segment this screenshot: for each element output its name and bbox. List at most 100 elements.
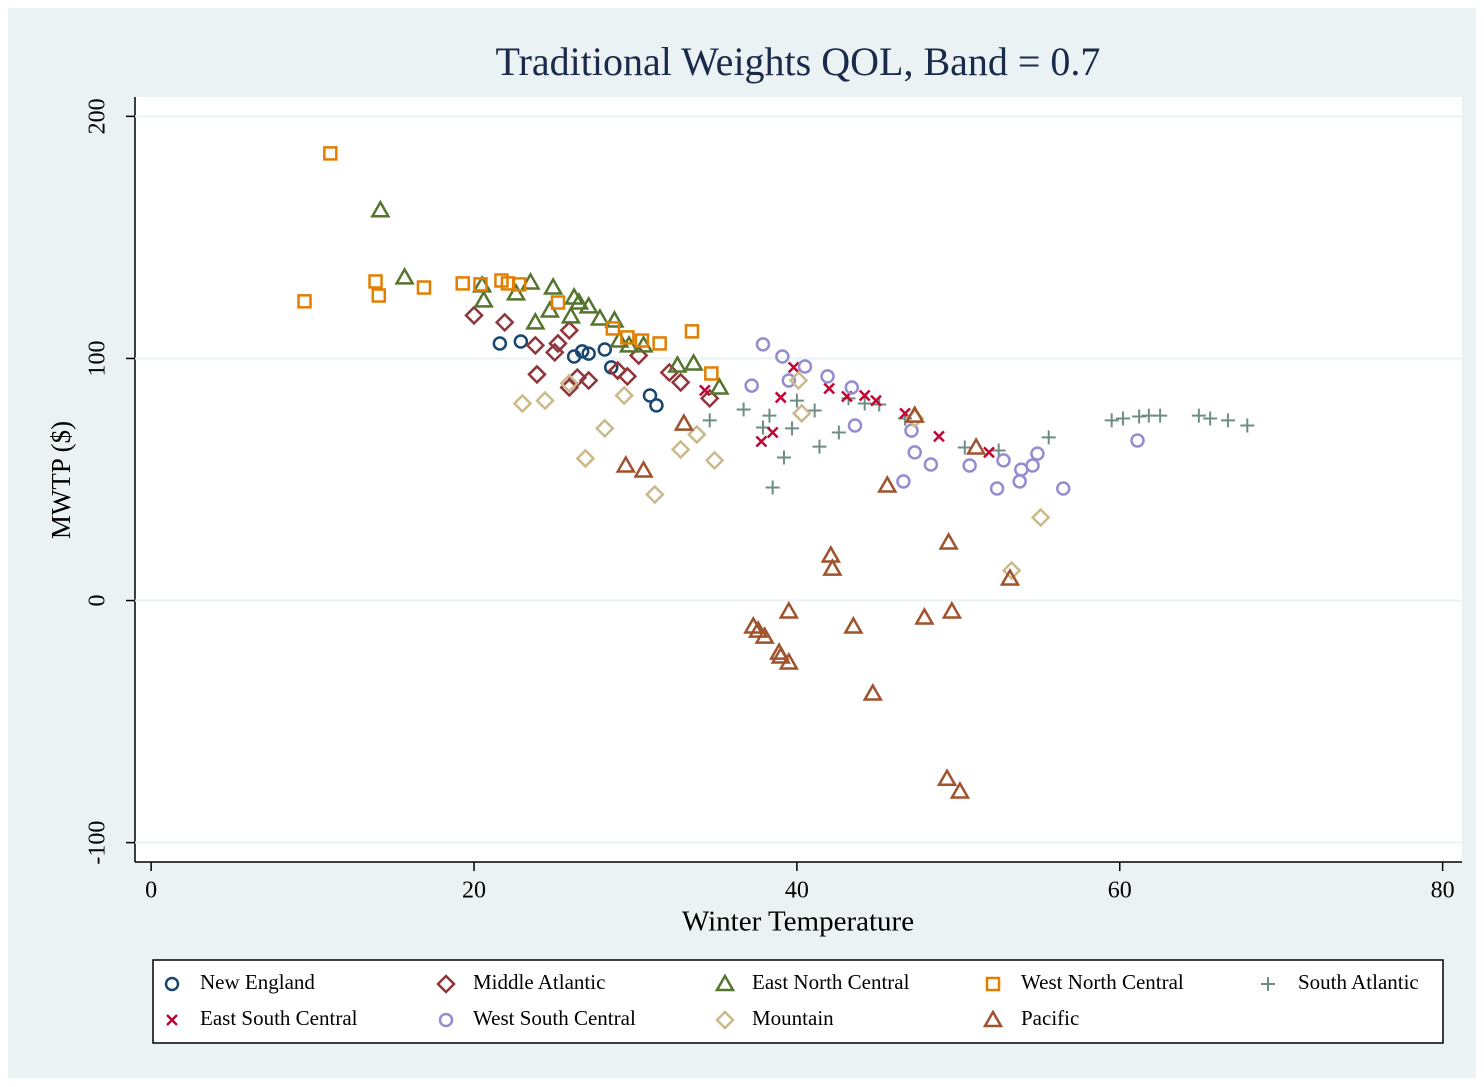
legend-marker bbox=[436, 974, 456, 994]
data-point bbox=[754, 626, 775, 644]
y-tick-label: 100 bbox=[85, 340, 111, 376]
data-point bbox=[933, 430, 945, 443]
data-point bbox=[791, 403, 812, 424]
data-point bbox=[962, 458, 977, 473]
data-point bbox=[673, 413, 695, 431]
data-point bbox=[548, 333, 568, 354]
data-point bbox=[615, 454, 636, 473]
legend-marker bbox=[715, 1010, 735, 1030]
legend-marker bbox=[164, 976, 180, 992]
data-point bbox=[1130, 433, 1145, 448]
data-point bbox=[776, 450, 791, 465]
legend bbox=[152, 959, 1444, 1044]
data-point bbox=[605, 321, 621, 336]
data-point bbox=[394, 266, 415, 285]
data-point bbox=[607, 360, 628, 381]
data-point bbox=[797, 359, 813, 374]
x-tick-label: 0 bbox=[145, 878, 157, 904]
data-point bbox=[505, 282, 527, 301]
data-point bbox=[520, 271, 541, 290]
data-point bbox=[473, 277, 488, 292]
legend-marker bbox=[1261, 977, 1275, 991]
legend-label: West North Central bbox=[1021, 970, 1184, 994]
data-point bbox=[652, 336, 667, 351]
data-point bbox=[1191, 408, 1206, 423]
data-point bbox=[559, 373, 580, 394]
data-point bbox=[744, 378, 759, 393]
data-point bbox=[589, 307, 611, 326]
data-point bbox=[923, 457, 939, 472]
data-point bbox=[1001, 560, 1022, 581]
data-point bbox=[683, 353, 704, 371]
data-point bbox=[996, 453, 1011, 468]
data-point bbox=[1240, 418, 1255, 433]
data-point bbox=[687, 424, 707, 445]
data-point bbox=[511, 277, 527, 292]
data-point bbox=[989, 481, 1005, 496]
data-point bbox=[788, 370, 809, 391]
data-point bbox=[371, 288, 387, 303]
data-point bbox=[1115, 411, 1130, 426]
data-point bbox=[1056, 481, 1071, 496]
data-point bbox=[1030, 446, 1045, 461]
data-point bbox=[297, 294, 312, 309]
data-point bbox=[847, 418, 863, 433]
x-tick-label: 20 bbox=[462, 878, 486, 904]
legend-marker bbox=[985, 976, 1001, 992]
data-point bbox=[778, 600, 799, 619]
data-point bbox=[823, 382, 836, 395]
x-axis-label: Winter Temperature bbox=[682, 906, 914, 938]
data-point bbox=[628, 345, 649, 366]
legend-label: East North Central bbox=[752, 970, 910, 994]
data-point bbox=[494, 312, 515, 333]
data-point bbox=[785, 421, 800, 436]
data-point bbox=[642, 388, 658, 403]
data-point bbox=[765, 480, 780, 495]
data-point bbox=[634, 333, 650, 348]
data-point bbox=[574, 344, 590, 359]
legend-label: South Atlantic bbox=[1298, 970, 1419, 994]
data-point bbox=[965, 437, 987, 455]
data-point bbox=[857, 396, 872, 411]
data-point bbox=[575, 448, 596, 469]
data-point bbox=[527, 364, 547, 385]
data-point bbox=[368, 274, 383, 289]
data-point bbox=[822, 558, 843, 576]
data-point bbox=[525, 335, 546, 356]
data-point bbox=[870, 394, 882, 407]
chart-title: Traditional Weights QOL, Band = 0.7 bbox=[496, 39, 1101, 84]
data-point bbox=[774, 391, 787, 404]
data-point bbox=[1104, 413, 1119, 428]
data-point bbox=[455, 276, 470, 291]
x-tick-label: 80 bbox=[1431, 878, 1455, 904]
data-point bbox=[560, 305, 582, 324]
data-point bbox=[670, 372, 691, 393]
legend-marker bbox=[982, 1009, 1004, 1028]
data-point bbox=[659, 362, 680, 383]
data-point bbox=[736, 402, 751, 417]
legend-marker bbox=[714, 973, 736, 992]
data-point bbox=[957, 440, 972, 455]
data-point bbox=[844, 380, 860, 395]
data-point bbox=[633, 460, 654, 478]
data-point bbox=[513, 334, 529, 349]
data-point bbox=[781, 373, 797, 388]
data-point bbox=[1025, 458, 1040, 473]
data-point bbox=[1041, 430, 1056, 445]
legend-label: New England bbox=[200, 970, 315, 994]
legend-label: Pacific bbox=[1021, 1006, 1079, 1030]
data-point bbox=[670, 439, 691, 460]
data-point bbox=[755, 420, 770, 435]
data-point bbox=[620, 330, 635, 345]
data-point bbox=[1030, 507, 1051, 528]
data-point bbox=[709, 376, 730, 395]
data-point bbox=[604, 309, 625, 328]
data-point bbox=[649, 398, 664, 413]
legend-marker bbox=[438, 1012, 454, 1028]
data-point bbox=[617, 366, 638, 387]
data-point bbox=[550, 295, 566, 310]
data-point bbox=[464, 305, 484, 326]
data-point bbox=[568, 292, 590, 310]
data-point bbox=[698, 384, 711, 397]
data-point bbox=[812, 439, 827, 454]
